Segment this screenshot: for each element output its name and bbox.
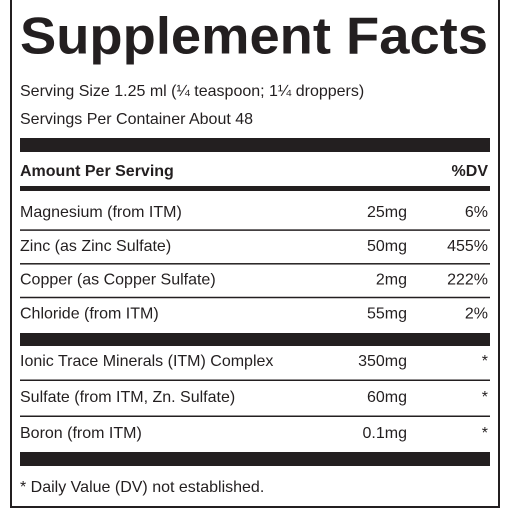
- nutrient-dv: 455%: [447, 238, 488, 255]
- nutrient-amount: 2mg: [376, 272, 407, 289]
- nutrient-dv: 222%: [447, 272, 488, 289]
- nutrient-amount: 60mg: [367, 389, 407, 406]
- nutrient-amount: 25mg: [367, 204, 407, 221]
- nutrient-amount: 55mg: [367, 305, 407, 322]
- thick-rule: [20, 333, 490, 346]
- nutrient-dv: *: [482, 425, 488, 442]
- label-border: [10, 0, 500, 508]
- nutrient-name: Boron (from ITM): [20, 425, 142, 442]
- nutrient-name: Chloride (from ITM): [20, 305, 159, 322]
- nutrient-amount: 0.1mg: [363, 425, 407, 442]
- title: Supplement Facts: [20, 8, 488, 66]
- nutrient-dv: 2%: [465, 305, 488, 322]
- medium-rule: [20, 186, 490, 191]
- nutrient-dv: *: [482, 389, 488, 406]
- serving-size: Serving Size 1.25 ml (¼ teaspoon; 1¼ dro…: [20, 83, 364, 100]
- header-dv: %DV: [452, 163, 489, 180]
- nutrient-dv: *: [482, 353, 488, 370]
- servings-per-container: Servings Per Container About 48: [20, 111, 253, 128]
- nutrient-name: Magnesium (from ITM): [20, 204, 182, 221]
- header-amount: Amount Per Serving: [20, 163, 174, 180]
- footnote: * Daily Value (DV) not established.: [20, 479, 264, 496]
- thin-rule: [20, 415, 490, 417]
- nutrient-dv: 6%: [465, 204, 488, 221]
- thin-rule: [20, 263, 490, 265]
- nutrient-amount: 350mg: [358, 353, 407, 370]
- thick-rule: [20, 452, 490, 466]
- nutrient-name: Ionic Trace Minerals (ITM) Complex: [20, 353, 273, 370]
- thin-rule: [20, 229, 490, 231]
- nutrient-amount: 50mg: [367, 238, 407, 255]
- thick-rule: [20, 138, 490, 152]
- thin-rule: [20, 379, 490, 381]
- nutrient-name: Zinc (as Zinc Sulfate): [20, 238, 171, 255]
- nutrient-name: Sulfate (from ITM, Zn. Sulfate): [20, 389, 235, 406]
- thin-rule: [20, 296, 490, 299]
- nutrient-name: Copper (as Copper Sulfate): [20, 272, 216, 289]
